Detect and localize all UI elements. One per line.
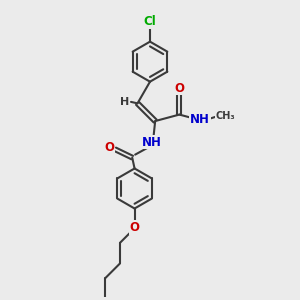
Text: NH: NH: [142, 136, 162, 149]
Text: H: H: [121, 97, 130, 107]
Text: Cl: Cl: [144, 15, 156, 28]
Text: O: O: [104, 141, 114, 154]
Text: O: O: [130, 221, 140, 234]
Text: NH: NH: [190, 113, 210, 126]
Text: O: O: [174, 82, 184, 94]
Text: CH₃: CH₃: [215, 111, 235, 121]
